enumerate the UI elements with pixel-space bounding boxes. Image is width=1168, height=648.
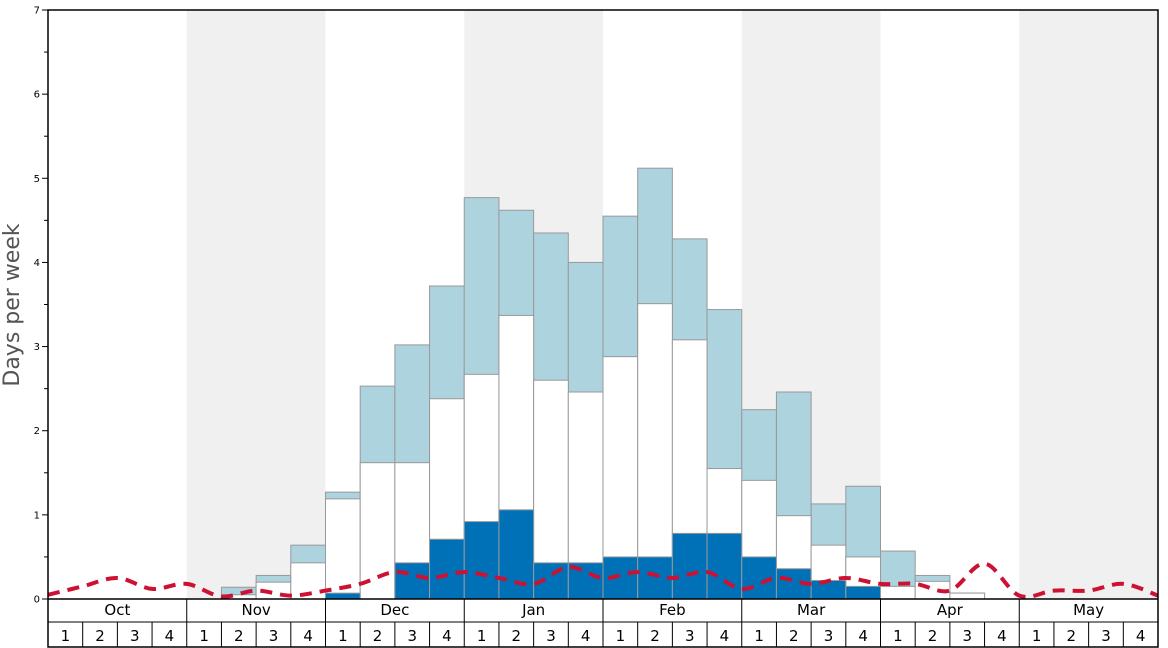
month-label: May (1073, 601, 1104, 619)
bar-deep (706, 532, 743, 600)
month-shade (186, 10, 326, 599)
bar-deep (671, 532, 708, 600)
week-label: 2 (650, 627, 660, 645)
y-tick-label: 0 (34, 595, 40, 606)
month-label: Mar (797, 601, 826, 619)
bar-mid (880, 585, 916, 600)
bar-deep (498, 509, 535, 600)
week-label: 3 (269, 627, 279, 645)
bar-group (220, 167, 986, 600)
y-tick-label: 4 (34, 258, 40, 269)
week-label: 2 (1067, 627, 1077, 645)
week-label: 1 (477, 627, 487, 645)
bar-mid (325, 498, 361, 600)
y-tick-label: 6 (34, 90, 40, 101)
month-label: Oct (104, 601, 130, 619)
bar-deep (637, 556, 673, 600)
week-label: 2 (928, 627, 938, 645)
week-label: 3 (1101, 627, 1111, 645)
week-label: 2 (789, 627, 799, 645)
week-label: 1 (616, 627, 626, 645)
week-label: 3 (685, 627, 695, 645)
x-axis: Oct 1 2 3 4 Nov 1 2 3 4 Dec 1 2 3 4 Jan 1 2 3 4 Feb 1 2 3 4 Mar 1 2… (48, 598, 1158, 647)
week-label: 4 (442, 627, 452, 645)
bar-deep (429, 538, 465, 600)
week-label: 3 (130, 627, 140, 645)
y-tick-label: 2 (34, 426, 40, 437)
bar-deep (845, 585, 881, 600)
week-label: 3 (824, 627, 834, 645)
week-label: 4 (165, 627, 175, 645)
month-label: Apr (937, 601, 964, 619)
week-label: 4 (581, 627, 591, 645)
bar-deep (602, 556, 639, 600)
week-label: 1 (1032, 627, 1042, 645)
week-label: 1 (61, 627, 71, 645)
week-label: 4 (997, 627, 1007, 645)
y-tick-label: 5 (34, 174, 40, 185)
y-tick-label: 7 (34, 6, 40, 17)
week-label: 3 (962, 627, 972, 645)
average-line-group (47, 561, 1159, 599)
month-label: Nov (241, 601, 270, 619)
average-line (47, 561, 1159, 599)
month-label: Feb (659, 601, 686, 619)
week-label: 1 (893, 627, 903, 645)
week-label: 2 (373, 627, 383, 645)
month-shade (1019, 10, 1158, 599)
bar-mid (637, 303, 673, 600)
y-axis: 0 1 2 3 4 5 6 7 (34, 6, 48, 606)
week-label: 4 (303, 627, 313, 645)
week-label: 1 (754, 627, 764, 645)
week-label: 3 (407, 627, 417, 645)
bar-mid (359, 462, 396, 600)
bar-mid (949, 592, 986, 600)
y-tick-label: 3 (34, 342, 40, 353)
week-label: 2 (234, 627, 244, 645)
week-label: 4 (720, 627, 730, 645)
week-label: 2 (512, 627, 522, 645)
week-label: 2 (95, 627, 105, 645)
bar-deep (394, 562, 431, 600)
week-label: 3 (546, 627, 556, 645)
month-label: Jan (521, 601, 545, 619)
week-label: 1 (338, 627, 348, 645)
bar-deep (463, 521, 500, 600)
bar-deep (810, 579, 847, 600)
plot-frame (47, 9, 1159, 648)
week-label: 4 (1136, 627, 1146, 645)
y-axis-label: Days per week (0, 223, 25, 386)
month-label: Dec (380, 601, 409, 619)
bar-deep (325, 592, 361, 600)
y-tick-label: 1 (34, 510, 40, 521)
week-label: 4 (858, 627, 868, 645)
week-label: 1 (199, 627, 209, 645)
